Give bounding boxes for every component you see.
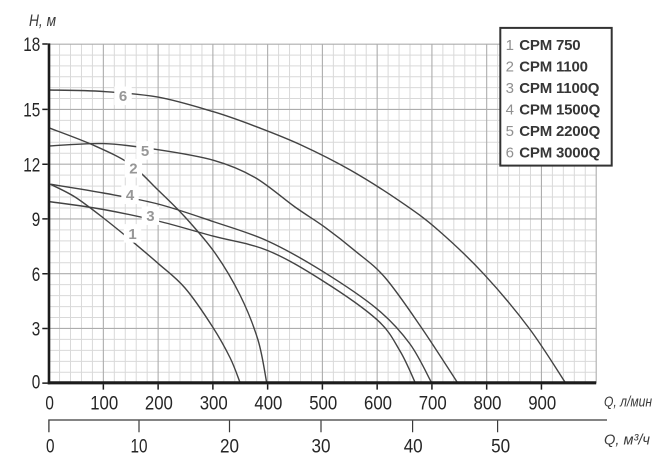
svg-text:CPM 750: CPM 750: [519, 37, 580, 54]
svg-text:1: 1: [506, 37, 514, 54]
svg-text:0: 0: [46, 436, 55, 458]
svg-text:900: 900: [528, 393, 556, 415]
svg-text:H, м: H, м: [29, 12, 56, 30]
svg-text:200: 200: [145, 393, 173, 415]
svg-text:2: 2: [506, 58, 514, 75]
svg-text:50: 50: [491, 436, 510, 458]
svg-text:700: 700: [419, 393, 447, 415]
svg-text:CPM 3000Q: CPM 3000Q: [519, 144, 600, 161]
svg-text:18: 18: [23, 34, 40, 56]
svg-text:20: 20: [220, 436, 239, 458]
svg-text:300: 300: [200, 393, 228, 415]
svg-text:CPM 1100: CPM 1100: [519, 58, 587, 75]
svg-text:30: 30: [312, 436, 331, 458]
svg-text:Q, м³/ч: Q, м³/ч: [604, 432, 650, 449]
svg-text:CPM 2200Q: CPM 2200Q: [519, 123, 600, 140]
svg-text:15: 15: [23, 100, 40, 122]
svg-text:5: 5: [141, 143, 149, 160]
svg-text:Q, л/мин: Q, л/мин: [604, 394, 652, 411]
svg-text:800: 800: [474, 393, 502, 415]
svg-text:CPM 1100Q: CPM 1100Q: [519, 80, 599, 97]
svg-text:40: 40: [404, 436, 423, 458]
svg-text:100: 100: [90, 393, 118, 415]
svg-text:6: 6: [119, 88, 127, 105]
svg-text:3: 3: [32, 319, 41, 341]
svg-text:500: 500: [309, 393, 337, 415]
svg-text:3: 3: [146, 208, 154, 225]
svg-text:600: 600: [364, 393, 392, 415]
svg-text:6: 6: [32, 264, 41, 286]
svg-text:4: 4: [126, 187, 135, 204]
svg-text:6: 6: [506, 144, 514, 161]
svg-text:0: 0: [32, 372, 41, 394]
svg-text:1: 1: [128, 226, 136, 243]
svg-text:10: 10: [131, 436, 148, 458]
svg-text:2: 2: [129, 161, 137, 178]
svg-text:0: 0: [45, 393, 54, 415]
svg-text:CPM 1500Q: CPM 1500Q: [519, 101, 600, 118]
svg-text:400: 400: [254, 393, 282, 415]
svg-text:3: 3: [506, 80, 514, 97]
svg-text:5: 5: [506, 123, 514, 140]
svg-text:12: 12: [23, 154, 40, 176]
svg-text:4: 4: [506, 101, 514, 118]
svg-text:9: 9: [32, 209, 41, 231]
